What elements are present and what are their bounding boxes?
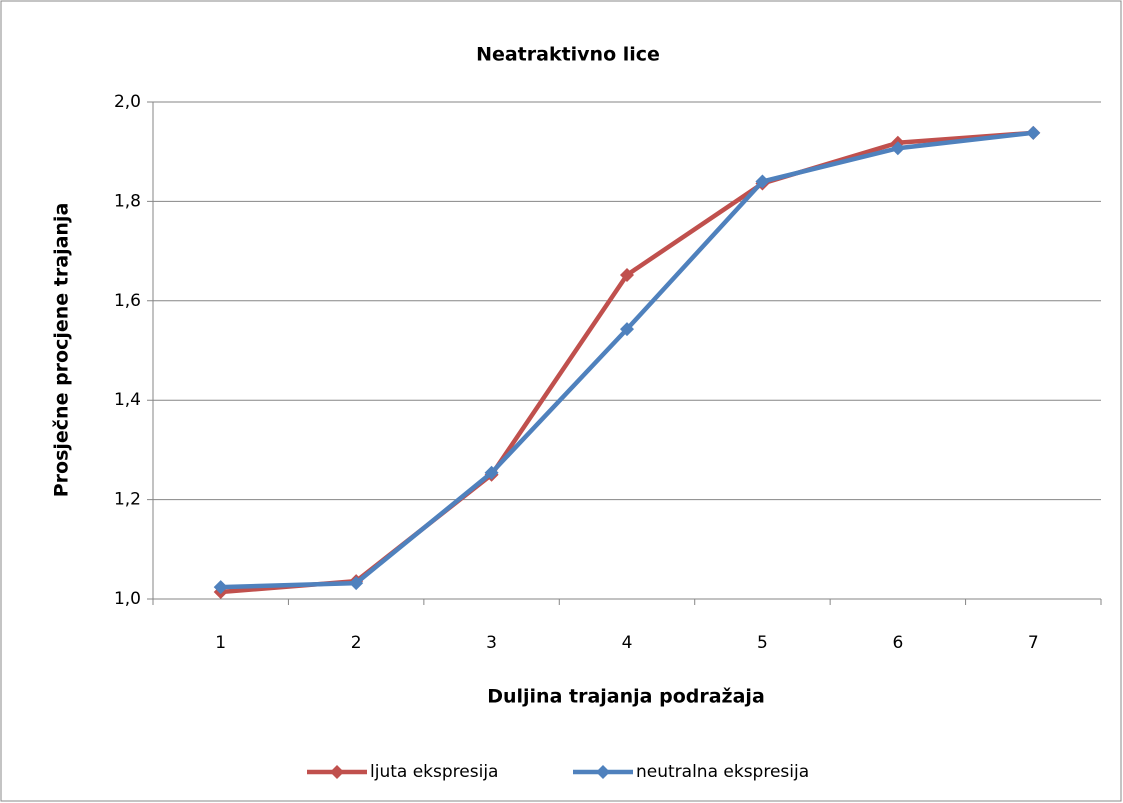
data-point xyxy=(755,174,770,189)
legend-label: neutralna ekspresija xyxy=(636,762,809,782)
data-point xyxy=(349,576,364,591)
x-tick-label: 4 xyxy=(622,633,633,653)
data-point xyxy=(620,322,634,337)
data-point xyxy=(620,267,634,282)
legend-marker xyxy=(330,765,344,779)
x-tick-label: 2 xyxy=(351,633,362,653)
data-point xyxy=(890,141,905,156)
x-tick-label: 3 xyxy=(486,633,497,653)
y-tick-label: 1,4 xyxy=(114,390,141,410)
x-tick-label: 5 xyxy=(757,633,768,653)
legend-marker xyxy=(596,765,610,779)
x-tick-label: 6 xyxy=(892,633,903,653)
y-tick-label: 1,8 xyxy=(114,191,141,211)
chart-title: Neatraktivno lice xyxy=(476,44,660,66)
y-tick-label: 1,0 xyxy=(114,589,141,609)
data-point xyxy=(213,580,228,595)
legend-label: ljuta ekspresija xyxy=(370,762,498,782)
data-point xyxy=(484,465,499,480)
y-axis-title: Prosječne procjene trajanja xyxy=(51,203,73,498)
x-axis-title: Duljina trajanja podražaja xyxy=(487,686,765,708)
x-tick-label: 1 xyxy=(215,633,226,653)
y-tick-label: 2,0 xyxy=(114,92,141,112)
data-point xyxy=(1026,125,1041,140)
x-tick-label: 7 xyxy=(1028,633,1039,653)
y-tick-label: 1,6 xyxy=(114,291,141,311)
y-tick-label: 1,2 xyxy=(114,490,141,510)
